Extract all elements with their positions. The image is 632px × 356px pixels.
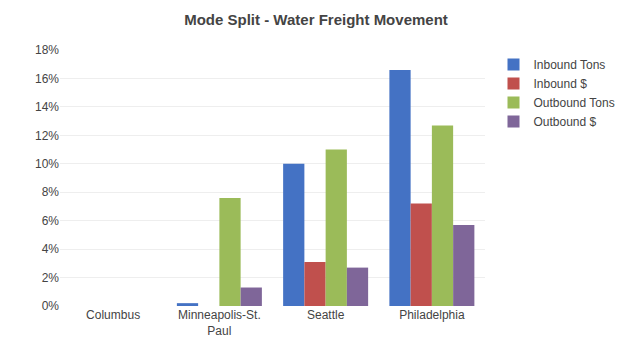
svg-text:10%: 10% (35, 157, 59, 171)
svg-text:2%: 2% (42, 271, 60, 285)
svg-text:12%: 12% (35, 129, 59, 143)
svg-text:6%: 6% (42, 214, 60, 228)
svg-text:4%: 4% (42, 242, 60, 256)
svg-text:14%: 14% (35, 100, 59, 114)
svg-text:0%: 0% (42, 299, 60, 313)
svg-text:Outbound Tons: Outbound Tons (534, 96, 615, 110)
svg-text:Minneapolis-St.Paul: Minneapolis-St.Paul (178, 308, 261, 338)
svg-text:8%: 8% (42, 185, 60, 199)
svg-text:Seattle: Seattle (307, 308, 345, 322)
svg-text:Philadelphia: Philadelphia (399, 308, 465, 322)
svg-text:Inbound Tons: Inbound Tons (534, 58, 606, 72)
svg-text:Inbound $: Inbound $ (534, 77, 588, 91)
svg-text:Outbound $: Outbound $ (534, 115, 597, 129)
svg-text:Mode Split - Water Freight Mov: Mode Split - Water Freight Movement (184, 11, 448, 28)
svg-text:16%: 16% (35, 72, 59, 86)
svg-text:Columbus: Columbus (86, 308, 140, 322)
svg-text:18%: 18% (35, 43, 59, 57)
